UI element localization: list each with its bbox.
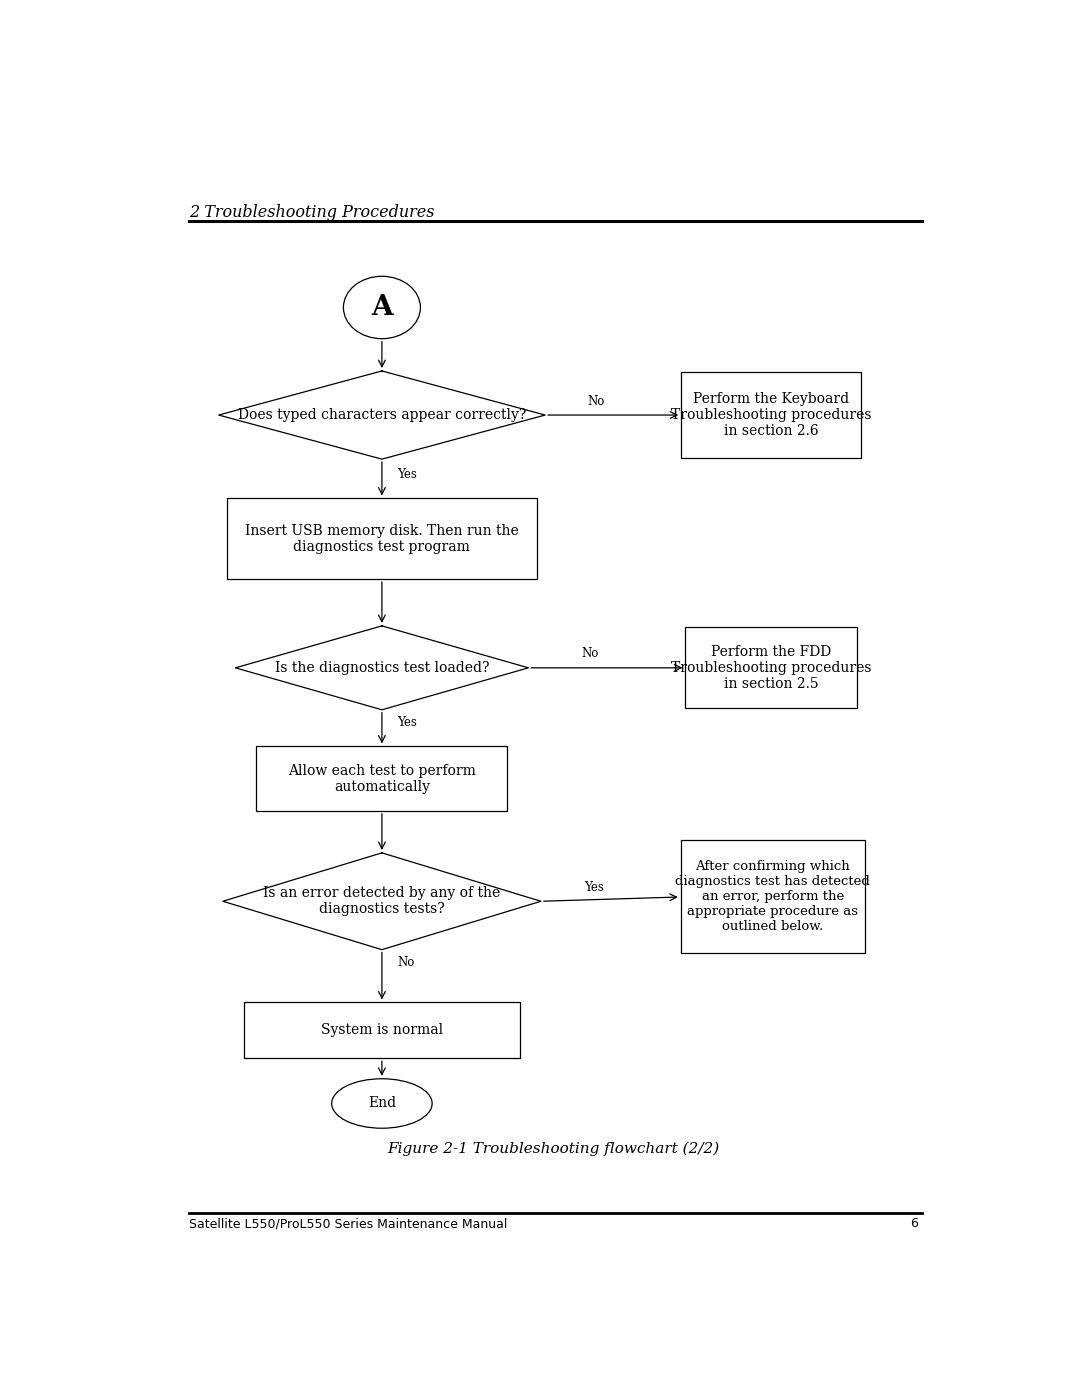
- Text: Figure 2-1 Troubleshooting flowchart (2/2): Figure 2-1 Troubleshooting flowchart (2/…: [388, 1141, 719, 1155]
- Text: After confirming which
diagnostics test has detected
an error, perform the
appro: After confirming which diagnostics test …: [675, 861, 870, 933]
- Text: Allow each test to perform
automatically: Allow each test to perform automatically: [288, 764, 476, 793]
- Text: Yes: Yes: [397, 717, 417, 729]
- Text: System is normal: System is normal: [321, 1024, 443, 1038]
- Text: No: No: [588, 394, 605, 408]
- Bar: [686, 627, 856, 708]
- Text: Does typed characters appear correctly?: Does typed characters appear correctly?: [238, 408, 526, 422]
- Text: 2 Troubleshooting Procedures: 2 Troubleshooting Procedures: [189, 204, 435, 221]
- Text: Satellite L550/ProL550 Series Maintenance Manual: Satellite L550/ProL550 Series Maintenanc…: [189, 1217, 508, 1231]
- Ellipse shape: [343, 277, 420, 338]
- Text: End: End: [368, 1097, 396, 1111]
- Ellipse shape: [332, 1078, 432, 1129]
- Text: Perform the Keyboard
Troubleshooting procedures
in section 2.6: Perform the Keyboard Troubleshooting pro…: [671, 391, 872, 439]
- Text: Yes: Yes: [397, 468, 417, 481]
- Text: A: A: [372, 293, 393, 321]
- Text: 6: 6: [909, 1217, 918, 1231]
- Bar: [256, 746, 508, 810]
- Text: No: No: [397, 956, 415, 970]
- Bar: [680, 841, 865, 953]
- Text: No: No: [581, 647, 598, 661]
- Text: Yes: Yes: [584, 880, 604, 894]
- Bar: [227, 499, 537, 580]
- Text: Is the diagnostics test loaded?: Is the diagnostics test loaded?: [274, 661, 489, 675]
- Text: Is an error detected by any of the
diagnostics tests?: Is an error detected by any of the diagn…: [264, 886, 500, 916]
- Text: Perform the FDD
Troubleshooting procedures
in section 2.5: Perform the FDD Troubleshooting procedur…: [671, 644, 872, 692]
- Text: Insert USB memory disk. Then run the
diagnostics test program: Insert USB memory disk. Then run the dia…: [245, 524, 518, 553]
- Bar: [244, 1003, 521, 1059]
- Bar: [681, 372, 861, 458]
